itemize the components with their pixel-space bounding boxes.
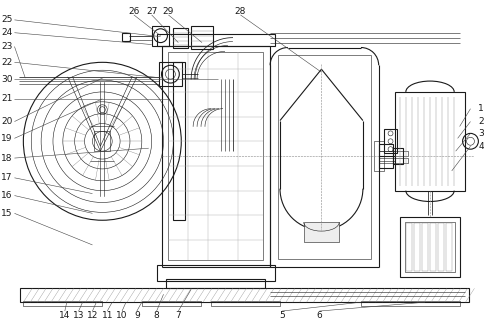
Text: 9: 9 <box>134 310 139 319</box>
Bar <box>156 34 274 46</box>
Bar <box>303 222 338 242</box>
Text: 21: 21 <box>1 94 13 103</box>
Text: 13: 13 <box>73 310 84 319</box>
Bar <box>378 158 408 163</box>
Bar <box>94 131 110 151</box>
Text: 3: 3 <box>477 129 483 138</box>
Text: 30: 30 <box>1 75 13 83</box>
Bar <box>158 62 182 86</box>
Bar <box>23 301 102 306</box>
Bar <box>393 148 403 164</box>
Bar <box>211 301 279 306</box>
Bar <box>168 52 263 260</box>
Bar <box>394 92 464 191</box>
Text: 7: 7 <box>175 310 181 319</box>
Text: 23: 23 <box>1 42 13 51</box>
Text: 24: 24 <box>1 28 13 37</box>
Text: 20: 20 <box>1 117 13 126</box>
Text: 18: 18 <box>1 154 13 163</box>
Bar <box>151 26 169 46</box>
Text: 10: 10 <box>116 310 128 319</box>
Text: 15: 15 <box>1 209 13 218</box>
Text: 22: 22 <box>1 58 13 67</box>
Bar <box>383 129 396 153</box>
Text: 25: 25 <box>1 15 13 24</box>
Text: 19: 19 <box>1 134 13 143</box>
Text: 17: 17 <box>1 173 13 182</box>
Text: 1: 1 <box>477 104 483 113</box>
Bar <box>421 223 427 271</box>
Bar <box>437 223 443 271</box>
Bar <box>378 144 392 168</box>
Bar <box>378 151 408 156</box>
Bar <box>373 141 383 171</box>
Text: 4: 4 <box>477 142 483 151</box>
Bar <box>141 301 200 306</box>
Text: 26: 26 <box>128 7 139 17</box>
Bar <box>406 223 411 271</box>
Bar <box>20 289 469 302</box>
Bar <box>166 279 265 289</box>
Bar <box>400 217 459 276</box>
Text: 5: 5 <box>278 310 284 319</box>
Bar <box>156 265 274 281</box>
Text: 11: 11 <box>101 310 113 319</box>
Bar <box>413 223 419 271</box>
Text: 29: 29 <box>163 7 174 17</box>
Text: 14: 14 <box>59 310 70 319</box>
Text: 16: 16 <box>1 191 13 200</box>
Text: 12: 12 <box>87 310 98 319</box>
Bar <box>445 223 451 271</box>
Text: 6: 6 <box>316 310 322 319</box>
Bar <box>173 28 188 48</box>
Bar <box>191 26 212 50</box>
Bar <box>405 222 454 272</box>
Text: 8: 8 <box>153 310 159 319</box>
Text: 2: 2 <box>477 117 483 126</box>
Text: 27: 27 <box>146 7 157 17</box>
Bar <box>122 33 130 41</box>
Bar <box>360 301 459 306</box>
Text: 28: 28 <box>234 7 246 17</box>
Bar <box>429 223 435 271</box>
Bar <box>173 62 185 220</box>
